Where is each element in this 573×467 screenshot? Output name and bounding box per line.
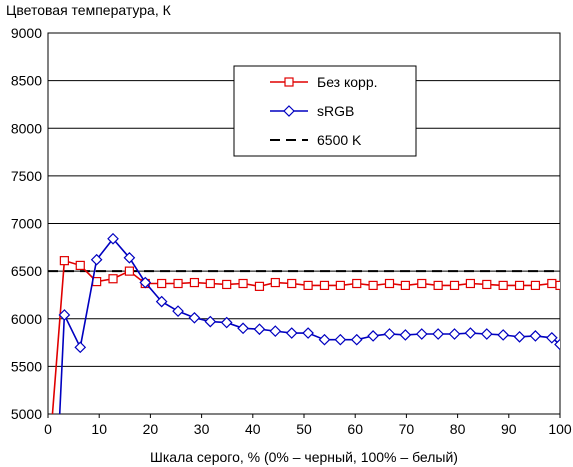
y-tick-label: 9000 xyxy=(11,25,42,41)
y-tick-label: 6000 xyxy=(11,311,42,327)
data-point xyxy=(155,295,168,308)
data-point xyxy=(173,278,183,289)
data-point xyxy=(220,316,233,329)
data-point xyxy=(399,329,412,341)
legend-label: sRGB xyxy=(317,103,354,119)
y-tick-label: 8500 xyxy=(11,73,42,89)
x-tick-label: 20 xyxy=(143,421,159,437)
data-point xyxy=(157,278,167,289)
x-tick-label: 60 xyxy=(347,421,363,437)
data-point xyxy=(383,328,396,340)
data-point xyxy=(303,280,313,291)
data-point xyxy=(254,281,265,291)
data-point xyxy=(172,305,184,317)
y-axis-title: Цветовая температура, К xyxy=(6,2,172,18)
data-point xyxy=(334,333,347,346)
data-point xyxy=(335,280,345,291)
data-point xyxy=(270,277,280,288)
y-tick-label: 5500 xyxy=(11,358,42,374)
y-tick-label: 5000 xyxy=(11,406,42,422)
data-point xyxy=(205,278,215,289)
data-point xyxy=(514,280,525,291)
data-point xyxy=(204,315,217,328)
data-point xyxy=(124,266,135,276)
data-point xyxy=(59,256,69,266)
data-point xyxy=(415,328,428,340)
x-tick-label: 50 xyxy=(296,421,312,437)
data-point xyxy=(554,338,560,351)
series-0 xyxy=(51,256,560,414)
data-point xyxy=(384,278,395,289)
x-tick-labels: 0 10 20 30 40 50 60 70 80 90 100 xyxy=(44,414,572,437)
legend-label: 6500 K xyxy=(317,132,362,148)
x-tick-label: 70 xyxy=(399,421,415,437)
data-point xyxy=(269,325,282,337)
data-point xyxy=(449,280,460,291)
y-tick-label: 7000 xyxy=(11,216,42,232)
data-point xyxy=(555,280,560,291)
data-point xyxy=(513,330,526,343)
data-point xyxy=(545,331,558,344)
data-point xyxy=(253,323,266,336)
data-point xyxy=(189,277,200,288)
x-tick-label: 0 xyxy=(44,421,52,437)
data-point xyxy=(432,328,444,340)
legend-marker xyxy=(283,105,295,117)
data-point xyxy=(188,311,201,324)
x-tick-label: 90 xyxy=(501,421,517,437)
data-point xyxy=(352,278,362,289)
data-point xyxy=(367,330,379,342)
data-point xyxy=(498,280,508,291)
data-point xyxy=(75,260,85,271)
x-tick-label: 80 xyxy=(450,421,466,437)
x-axis-title: Шкала серого, % (0% – черный, 100% – бел… xyxy=(150,449,458,465)
data-point xyxy=(302,327,314,339)
data-point xyxy=(350,333,363,346)
data-point xyxy=(318,333,331,346)
series-1 xyxy=(58,232,560,414)
y-tick-label: 6500 xyxy=(11,263,42,279)
data-point xyxy=(90,253,103,266)
data-point xyxy=(285,327,298,339)
y-tick-labels: 5000 5500 6000 6500 7000 7500 8000 8500 9000 xyxy=(11,25,42,422)
data-point xyxy=(222,279,232,290)
data-point xyxy=(417,278,427,289)
legend: Без корр. sRGB 6500 K xyxy=(233,65,417,157)
legend-box xyxy=(233,65,417,157)
data-point xyxy=(107,232,119,245)
data-point xyxy=(530,280,541,291)
data-point xyxy=(480,328,493,340)
x-tick-label: 100 xyxy=(548,421,572,437)
x-tick-label: 40 xyxy=(245,421,261,437)
data-point xyxy=(547,278,557,289)
y-tick-label: 8000 xyxy=(11,120,42,136)
data-point xyxy=(465,278,475,289)
data-point xyxy=(108,274,118,284)
data-point xyxy=(58,309,71,321)
data-point xyxy=(237,322,249,335)
data-point xyxy=(529,330,542,342)
data-point xyxy=(287,278,297,289)
data-point xyxy=(139,276,152,289)
legend-marker xyxy=(284,77,294,87)
series-group xyxy=(48,232,560,414)
data-point xyxy=(400,280,410,291)
data-point xyxy=(123,251,136,264)
data-point xyxy=(464,327,477,339)
x-tick-label: 10 xyxy=(91,421,107,437)
data-point xyxy=(497,329,510,341)
data-point xyxy=(74,341,87,354)
x-tick-label: 30 xyxy=(194,421,210,437)
data-point xyxy=(482,279,492,290)
data-point xyxy=(448,328,461,340)
data-point xyxy=(319,280,330,291)
legend-label: Без корр. xyxy=(317,74,378,90)
data-point xyxy=(238,278,248,289)
data-point xyxy=(433,280,443,291)
data-point xyxy=(368,280,378,291)
y-tick-label: 7500 xyxy=(11,168,42,184)
